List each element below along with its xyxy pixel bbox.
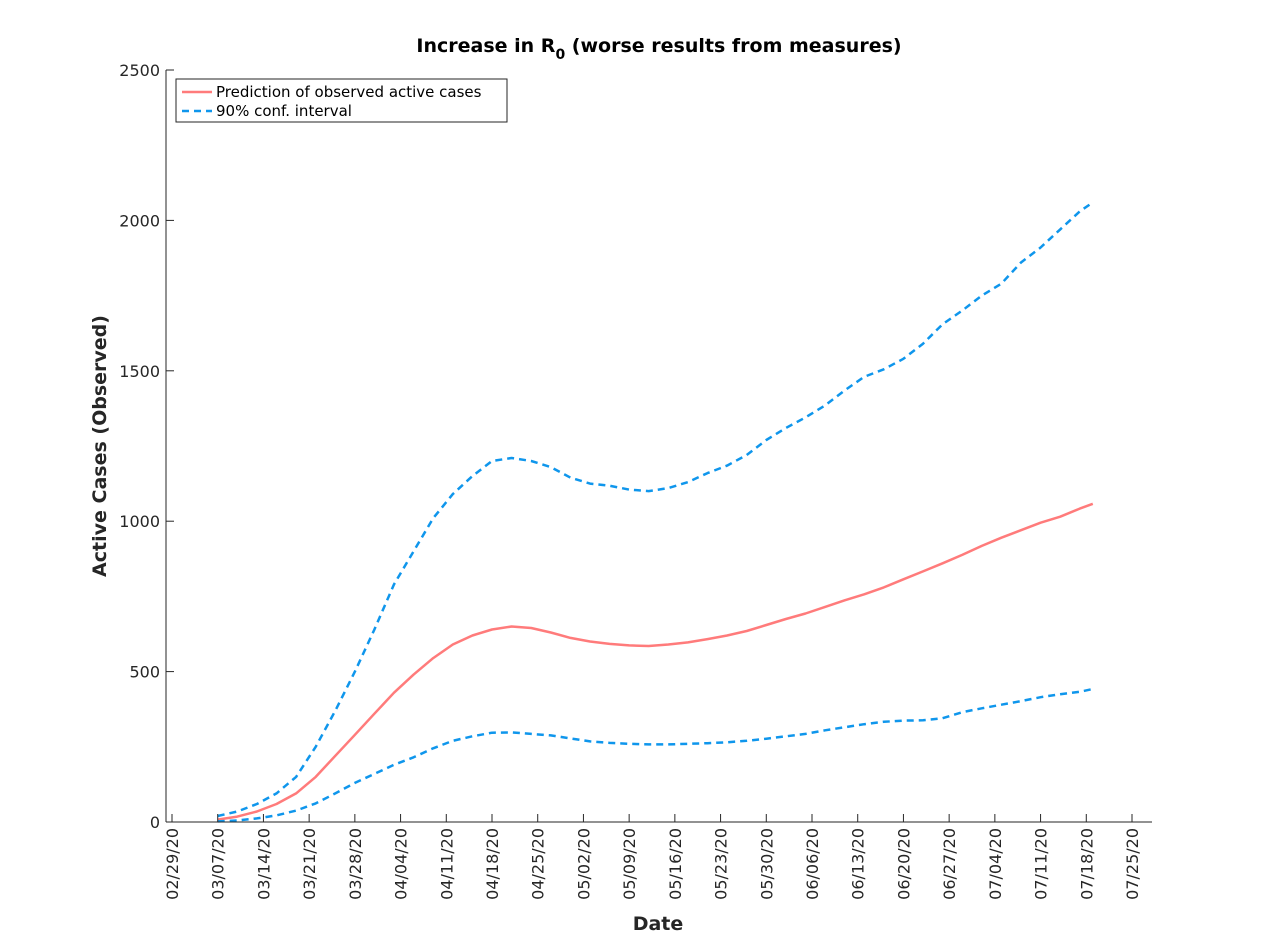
x-tick-label: 04/25/20 [529,828,548,900]
x-tick-label: 07/04/20 [986,828,1005,900]
x-tick-label: 06/20/20 [894,828,913,900]
x-tick-label: 06/06/20 [803,828,822,900]
x-tick-label: 05/23/20 [712,828,731,900]
x-tick-label: 02/29/20 [163,828,182,900]
x-tick-label: 04/18/20 [483,828,502,900]
series-line-2 [217,687,1094,823]
legend-box [175,78,508,123]
x-tick-label: 03/14/20 [254,828,273,900]
y-tick-label: 500 [129,663,160,682]
x-tick-label: 03/21/20 [300,828,319,900]
y-axis-label: Active Cases (Observed) [89,315,111,577]
y-tick-label: 1500 [119,362,160,381]
chart-title-subscript: 0 [555,47,565,63]
x-axis-label: Date [633,913,684,935]
series-line-0 [217,502,1094,821]
x-tick-label: 03/28/20 [346,828,365,900]
y-tick-label: 2000 [119,211,160,230]
legend-label-prediction: Prediction of observed active cases [216,83,482,101]
chart-title: Increase in R0 (worse results from measu… [416,35,901,63]
x-tick-label: 05/30/20 [757,828,776,900]
axes-layer: 0 500 1000 1500 2000 2500 02/29/20 03/07/20 03/1… [119,61,1152,900]
legend: Prediction of observed active cases 90% … [175,78,508,123]
x-tick-label: 05/09/20 [620,828,639,900]
series-line-1 [217,201,1094,818]
y-tick-label: 2500 [119,61,160,80]
x-tick-label: 05/02/20 [574,828,593,900]
x-tick-label: 06/27/20 [940,828,959,900]
legend-label-conf-interval: 90% conf. interval [216,102,352,120]
chart-title-suffix: (worse results from measures) [565,35,901,57]
x-tick-label: 07/11/20 [1032,828,1051,900]
y-tick-label: 0 [150,813,160,832]
chart-title-main: Increase in R [416,35,555,57]
x-tick-label: 07/25/20 [1123,828,1142,900]
x-tick-label: 03/07/20 [209,828,228,900]
x-tick-label: 06/13/20 [849,828,868,900]
x-tick-label: 04/11/20 [437,828,456,900]
plot-layer [217,201,1094,823]
x-tick-label: 04/04/20 [392,828,411,900]
y-tick-label: 1000 [119,512,160,531]
x-tick-label: 05/16/20 [666,828,685,900]
x-tick-label: 07/18/20 [1077,828,1096,900]
